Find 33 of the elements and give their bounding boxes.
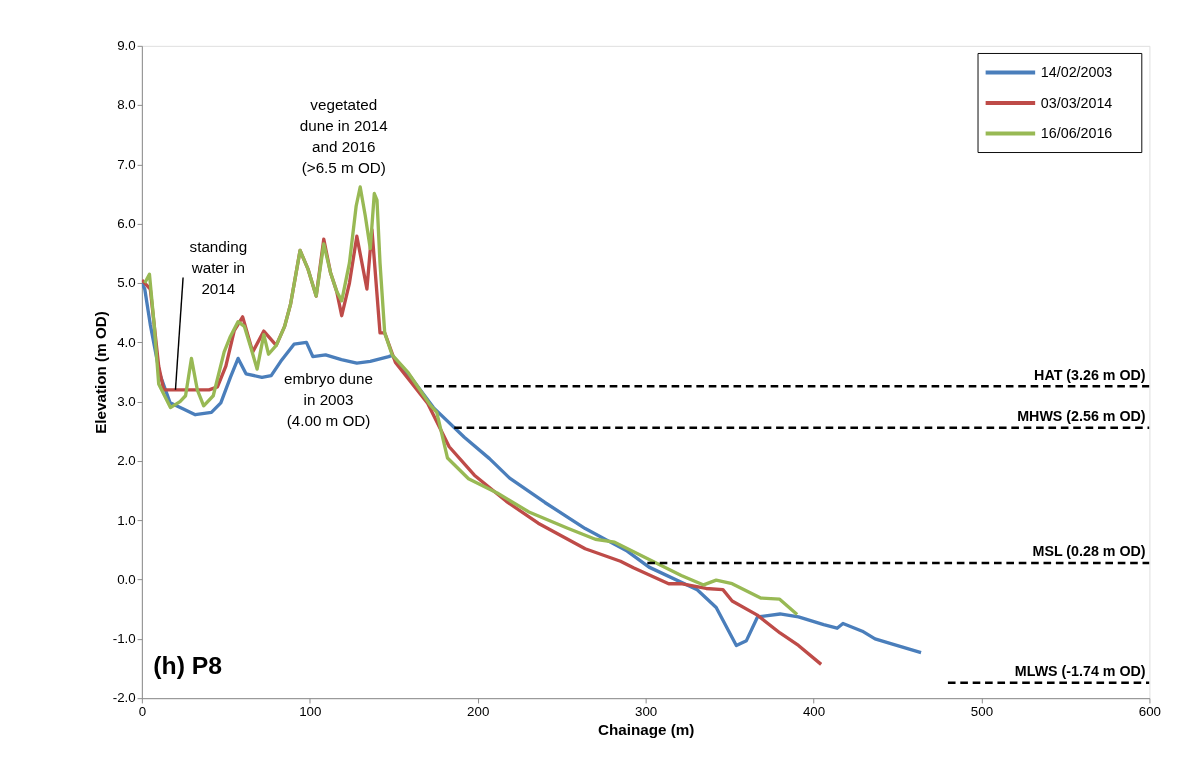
y-tick-label: 4.0	[117, 334, 136, 350]
y-tick-label: -2.0	[112, 690, 136, 706]
x-tick-label: 500	[970, 703, 994, 719]
legend-label: 14/02/2003	[1040, 64, 1113, 81]
legend-label: 03/03/2014	[1040, 94, 1113, 111]
y-tick-label: 3.0	[117, 393, 136, 409]
x-tick-label: 100	[299, 703, 322, 719]
annotation: vegetated dune in 2014 and 2016 (>6.5 m OD)	[299, 95, 389, 176]
y-tick-label: 5.0	[117, 275, 136, 291]
x-tick-label: 0	[138, 703, 147, 719]
y-tick-label: 1.0	[117, 512, 136, 528]
series-label: MSL (0.28 m OD)	[1032, 543, 1146, 560]
x-tick-label: 400	[802, 703, 826, 719]
y-tick-label: 7.0	[117, 156, 136, 172]
series-label: HAT (3.26 m OD)	[1034, 366, 1146, 383]
y-tick-label: -1.0	[112, 631, 136, 647]
annotation: (h) P8	[153, 652, 223, 680]
x-tick-label: 300	[635, 703, 658, 719]
series-label: MHWS (2.56 m OD)	[1017, 408, 1146, 425]
annotation: embryo dune in 2003 (4.00 m OD)	[284, 369, 373, 429]
series-label: MLWS (-1.74 m OD)	[1014, 663, 1146, 680]
y-tick-label: 0.0	[117, 571, 136, 587]
annotation: standing water in 2014	[189, 237, 248, 297]
legend-label: 16/06/2016	[1040, 125, 1113, 142]
y-tick-label: 2.0	[117, 453, 136, 469]
x-tick-label: 600	[1138, 703, 1162, 719]
y-axis-title: Elevation (m OD)	[92, 311, 110, 434]
x-tick-label: 200	[467, 703, 490, 719]
y-tick-label: 8.0	[117, 97, 136, 113]
y-tick-label: 9.0	[117, 38, 136, 54]
y-tick-label: 6.0	[117, 216, 136, 232]
x-axis-title: Chainage (m)	[597, 720, 695, 738]
line-series	[143, 185, 799, 617]
